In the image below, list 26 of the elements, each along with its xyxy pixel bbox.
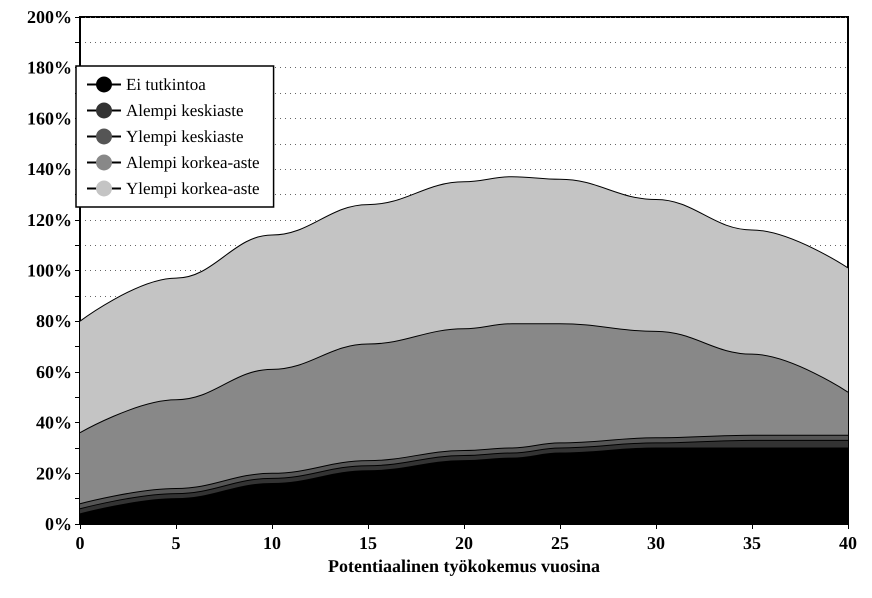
y-tick-label: 80% [36, 311, 72, 332]
legend-label: Ylempi keskiaste [126, 127, 244, 146]
y-tick-label: 180% [27, 58, 72, 78]
x-tick-label: 30 [647, 533, 665, 553]
legend-label: Alempi keskiaste [126, 101, 244, 120]
y-tick-label: 60% [36, 362, 72, 382]
y-tick-label: 40% [36, 412, 72, 433]
legend-label: Alempi korkea-aste [126, 153, 260, 172]
x-tick-label: 5 [172, 533, 180, 553]
x-axis-title: Potentiaalinen työkokemus vuosina [328, 556, 600, 576]
y-tick-label: 140% [27, 159, 72, 180]
y-tick-label: 100% [27, 260, 72, 280]
y-tick-label: 0% [45, 514, 72, 534]
x-tick-label: 10 [263, 533, 281, 553]
x-tick-label: 20 [455, 533, 473, 553]
y-tick-label: 160% [27, 108, 72, 128]
legend-label: Ylempi korkea-aste [126, 179, 260, 198]
x-tick-label: 40 [839, 533, 857, 553]
y-tick-label: 20% [36, 463, 72, 484]
x-tick-label: 35 [743, 533, 761, 553]
x-tick-label: 15 [359, 533, 377, 553]
y-tick-label: 200% [27, 7, 72, 27]
x-tick-label: 25 [551, 533, 569, 553]
x-tick-label: 0 [76, 533, 84, 553]
y-tick-label: 120% [27, 210, 72, 230]
legend-label: Ei tutkintoa [126, 75, 206, 94]
